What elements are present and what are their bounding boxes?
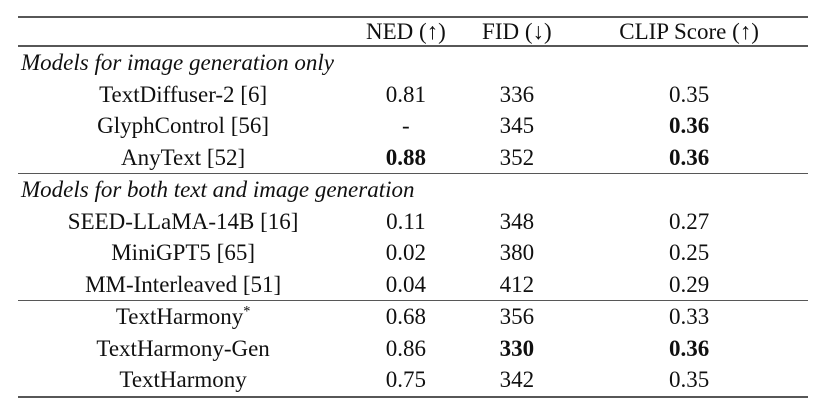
model-cell: SEED-LLaMA-14B [16]	[67, 208, 299, 234]
clip-cell: 0.36	[668, 335, 710, 361]
superscript-asterisk: *	[243, 303, 251, 320]
fid-cell: 342	[499, 367, 535, 392]
table-row: AnyText [52] 0.88 352 0.36	[18, 142, 808, 174]
model-cell: MiniGPT5 [65]	[111, 240, 255, 265]
model-cell: TextHarmony-Gen	[96, 335, 270, 361]
fid-cell: 336	[499, 81, 535, 107]
table-row: TextDiffuser-2 [6] 0.81 336 0.35	[18, 79, 808, 111]
column-header-clip: CLIP Score (↑)	[619, 19, 759, 44]
table-row: GlyphControl [56] - 345 0.36	[18, 110, 808, 142]
clip-cell: 0.27	[668, 208, 710, 234]
section-header-row: Models for both text and image generatio…	[18, 174, 808, 206]
model-cell: TextDiffuser-2 [6]	[99, 81, 268, 107]
fid-cell: 356	[499, 304, 535, 329]
header-row: NED (↑) FID (↓) CLIP Score (↑)	[18, 17, 808, 46]
table-row: MM-Interleaved [51] 0.04 412 0.29	[18, 269, 808, 301]
fid-cell: 352	[499, 144, 535, 170]
column-header-model	[18, 17, 348, 46]
paper-results-table-figure: NED (↑) FID (↓) CLIP Score (↑) Models fo…	[18, 16, 808, 398]
fid-cell: 348	[499, 208, 535, 234]
section-title: Models for both text and image generatio…	[21, 177, 415, 202]
clip-cell: 0.25	[668, 240, 710, 265]
column-header-fid: FID (↓)	[482, 19, 552, 44]
section-text-and-image-generation: Models for both text and image generatio…	[18, 173, 808, 301]
ned-cell: 0.11	[386, 208, 426, 234]
model-cell: GlyphControl [56]	[97, 113, 270, 138]
ned-cell: -	[402, 113, 410, 138]
ned-cell: 0.86	[385, 335, 426, 361]
clip-cell: 0.35	[668, 81, 710, 107]
model-cell: TextHarmony	[119, 367, 247, 392]
ned-cell: 0.88	[385, 144, 426, 170]
table-row: TextHarmony* 0.68 356 0.33	[18, 301, 808, 333]
ned-cell: 0.04	[385, 271, 426, 297]
ned-cell: 0.68	[385, 304, 426, 329]
model-cell: TextHarmony*	[18, 301, 348, 333]
clip-cell: 0.35	[668, 367, 710, 392]
section-image-generation-only: Models for image generation only TextDif…	[18, 46, 808, 174]
fid-cell: 330	[499, 335, 535, 361]
clip-cell: 0.36	[668, 113, 710, 138]
table-row: TextHarmony-Gen 0.86 330 0.36	[18, 333, 808, 365]
fid-cell: 380	[499, 240, 535, 265]
ned-cell: 0.81	[385, 81, 426, 107]
table-row: MiniGPT5 [65] 0.02 380 0.25	[18, 237, 808, 269]
model-name: TextHarmony	[115, 304, 244, 329]
section-title: Models for image generation only	[21, 50, 335, 75]
model-cell: AnyText [52]	[120, 144, 246, 170]
model-cell: MM-Interleaved [51]	[85, 271, 282, 297]
clip-cell: 0.36	[668, 144, 710, 170]
results-table: NED (↑) FID (↓) CLIP Score (↑) Models fo…	[18, 16, 808, 398]
section-header-row: Models for image generation only	[18, 46, 808, 79]
clip-cell: 0.29	[668, 271, 710, 297]
clip-cell: 0.33	[668, 304, 710, 329]
fid-cell: 412	[499, 271, 535, 297]
ned-cell: 0.75	[385, 367, 426, 392]
ned-cell: 0.02	[385, 240, 426, 265]
column-header-ned: NED (↑)	[365, 19, 446, 44]
table-row: TextHarmony 0.75 342 0.35	[18, 364, 808, 397]
table-row: SEED-LLaMA-14B [16] 0.11 348 0.27	[18, 206, 808, 238]
fid-cell: 345	[499, 113, 535, 138]
section-textharmony-variants: TextHarmony* 0.68 356 0.33 TextHarmony-G…	[18, 300, 808, 397]
